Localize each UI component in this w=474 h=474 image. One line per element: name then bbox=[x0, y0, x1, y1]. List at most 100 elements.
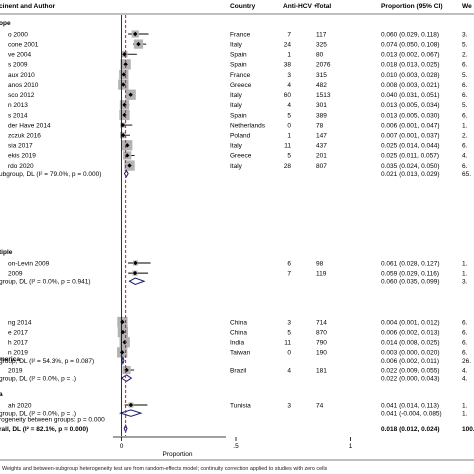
study-ci: 0.035 (0.024, 0.050) bbox=[381, 163, 440, 170]
subtotal-diamond bbox=[120, 374, 133, 382]
group-label: tiple bbox=[0, 249, 13, 256]
overall-ci: 0.018 (0.012, 0.024) bbox=[381, 426, 440, 433]
study-weight: 5. bbox=[462, 41, 468, 48]
header-total: Total bbox=[316, 3, 331, 10]
study-total: 1513 bbox=[316, 92, 331, 99]
subtotal-ci: 0.060 (0.035, 0.099) bbox=[381, 279, 440, 286]
study-ci: 0.006 (0.002, 0.013) bbox=[381, 329, 440, 336]
study-events: 5 bbox=[287, 329, 291, 336]
study-events: 4 bbox=[287, 82, 291, 89]
study-weight: 5. bbox=[462, 102, 468, 109]
study-total: 301 bbox=[316, 102, 327, 109]
subtotal-label: group, DL (I² = 0.0%, p = 0.941) bbox=[0, 279, 91, 286]
study-label: ve 2004 bbox=[8, 52, 32, 59]
group-label: merica bbox=[0, 356, 20, 363]
study-ci: 0.074 (0.050, 0.108) bbox=[381, 41, 440, 48]
study-weight: 6. bbox=[462, 62, 468, 69]
study-country: Spain bbox=[230, 112, 247, 119]
study-events: 0 bbox=[287, 122, 291, 129]
study-weight: 6. bbox=[462, 143, 468, 150]
study-weight: 6. bbox=[462, 350, 468, 357]
subtotal-weight: 26. bbox=[462, 358, 471, 365]
study-ci: 0.013 (0.002, 0.067) bbox=[381, 52, 440, 59]
study-total: 117 bbox=[316, 31, 327, 38]
study-total: 119 bbox=[316, 270, 327, 277]
study-events: 3 bbox=[287, 402, 291, 409]
study-label: 2009 bbox=[8, 270, 23, 277]
subtotal-weight: 4. bbox=[462, 375, 468, 382]
header-weight: We bbox=[462, 3, 472, 10]
study-label: sco 2012 bbox=[8, 92, 35, 99]
overall-weight: 100. bbox=[462, 426, 474, 433]
subtotal-ci: 0.021 (0.013, 0.029) bbox=[381, 171, 440, 178]
point-estimate bbox=[128, 92, 133, 97]
study-events: 4 bbox=[287, 102, 291, 109]
point-estimate bbox=[128, 402, 134, 408]
study-total: 98 bbox=[316, 260, 324, 267]
subtotal-diamond bbox=[118, 409, 143, 417]
study-total: 78 bbox=[316, 122, 324, 129]
point-estimate bbox=[125, 143, 130, 148]
study-events: 1 bbox=[287, 52, 291, 59]
study-label: aux 2010 bbox=[8, 72, 35, 79]
study-ci: 0.003 (0.000, 0.020) bbox=[381, 350, 440, 357]
study-weight: 1. bbox=[462, 260, 468, 267]
study-events: 0 bbox=[287, 350, 291, 357]
subtotal-diamond bbox=[123, 169, 129, 178]
group-label: ope bbox=[0, 20, 11, 27]
study-label: h 2017 bbox=[8, 340, 28, 347]
study-ci: 0.059 (0.029, 0.116) bbox=[381, 270, 439, 277]
study-ci: 0.025 (0.014, 0.044) bbox=[381, 143, 440, 150]
study-label: zczuk 2016 bbox=[8, 133, 41, 140]
study-ci: 0.060 (0.029, 0.118) bbox=[381, 31, 439, 38]
study-ci: 0.041 (0.014, 0.113) bbox=[381, 402, 439, 409]
subtotal-ci: 0.022 (0.000, 0.043) bbox=[381, 375, 440, 382]
study-label: on-Levin 2009 bbox=[8, 260, 50, 267]
study-ci: 0.007 (0.001, 0.037) bbox=[381, 133, 440, 140]
study-total: 870 bbox=[316, 329, 327, 336]
footnote: Weights and between-subgroup heterogenei… bbox=[2, 466, 328, 472]
study-country: Greece bbox=[230, 82, 252, 89]
study-events: 1 bbox=[287, 133, 291, 140]
study-label: ng 2014 bbox=[8, 319, 32, 326]
subtotal-ci: 0.041 (-0.004, 0.085) bbox=[381, 410, 442, 417]
study-ci: 0.013 (0.005, 0.034) bbox=[381, 102, 440, 109]
study-country: Tunisia bbox=[230, 402, 251, 409]
study-total: 80 bbox=[316, 52, 324, 59]
study-total: 437 bbox=[316, 143, 327, 150]
overall-label: rall, DL (I² = 82.1%, p = 0.000) bbox=[0, 426, 88, 433]
point-estimate bbox=[123, 62, 128, 67]
study-weight: 6. bbox=[462, 92, 468, 99]
study-country: China bbox=[230, 329, 247, 336]
point-estimate bbox=[122, 112, 127, 118]
study-total: 790 bbox=[316, 340, 327, 347]
study-weight: 6. bbox=[462, 163, 468, 170]
point-estimate bbox=[122, 102, 127, 108]
study-label: sia 2017 bbox=[8, 143, 33, 150]
study-events: 24 bbox=[284, 41, 292, 48]
study-total: 201 bbox=[316, 153, 327, 160]
study-events: 5 bbox=[287, 153, 291, 160]
subtotal-diamond bbox=[128, 277, 146, 285]
study-country: Poland bbox=[230, 133, 251, 140]
study-label: rdo 2020 bbox=[8, 163, 34, 170]
study-label: e 2017 bbox=[8, 329, 28, 336]
study-label: o 2000 bbox=[8, 31, 28, 38]
study-events: 3 bbox=[287, 72, 291, 79]
study-events: 28 bbox=[284, 163, 292, 170]
study-weight: 6. bbox=[462, 112, 468, 119]
study-label: 2019 bbox=[8, 367, 23, 374]
study-weight: 2. bbox=[462, 133, 468, 140]
study-ci: 0.004 (0.001, 0.012) bbox=[381, 319, 440, 326]
study-total: 389 bbox=[316, 112, 327, 119]
subtotal-ci: 0.006 (0.002, 0.011) bbox=[381, 358, 439, 365]
study-total: 147 bbox=[316, 133, 327, 140]
x-tick-label: 0 bbox=[120, 443, 124, 450]
subtotal-label: group, DL (I² = 0.0%, p = .) bbox=[0, 410, 76, 417]
study-weight: 6. bbox=[462, 329, 468, 336]
point-estimate bbox=[122, 52, 127, 57]
point-estimate bbox=[125, 153, 130, 158]
study-events: 11 bbox=[284, 143, 291, 150]
header-country: Country bbox=[230, 3, 256, 10]
study-events: 3 bbox=[287, 319, 291, 326]
